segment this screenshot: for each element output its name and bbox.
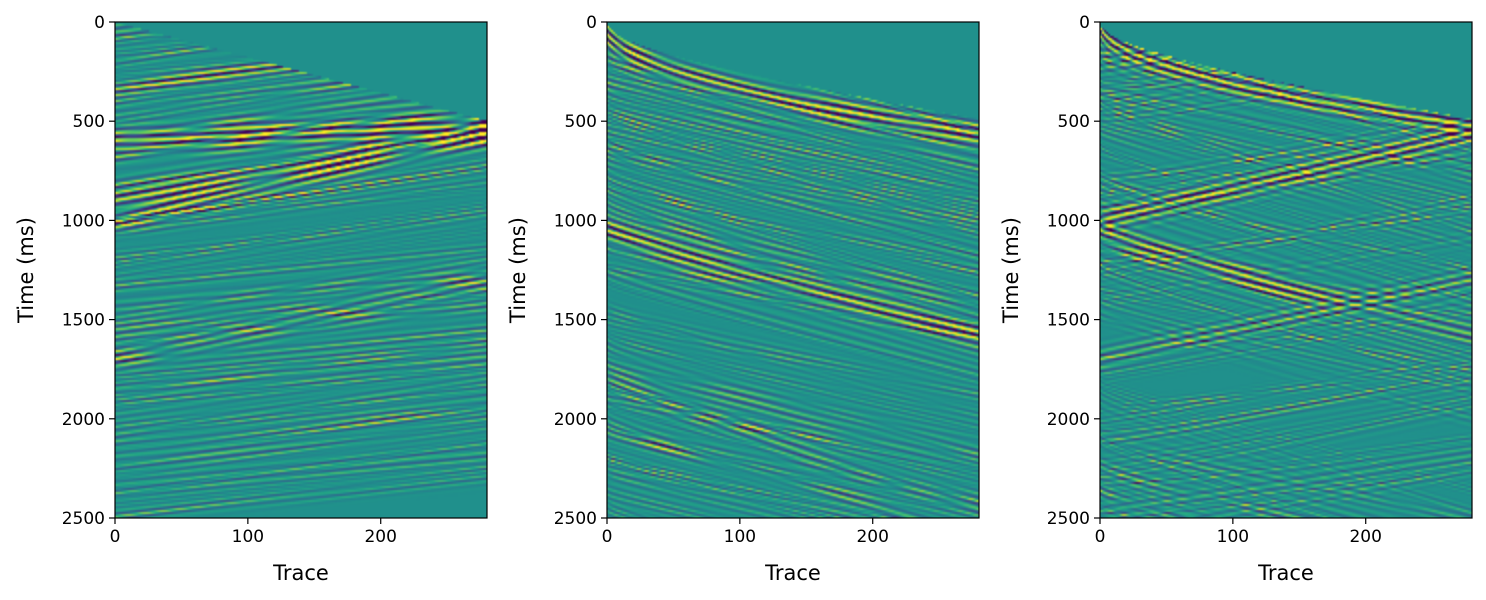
panel-1-image — [115, 22, 487, 518]
panel-1-frame — [114, 21, 488, 519]
y-tick-label: 0 — [94, 13, 105, 33]
y-tick-label: 2500 — [1047, 509, 1090, 529]
panel-3-image — [1100, 22, 1472, 518]
panel-1-heatmap-raster — [115, 22, 487, 518]
y-tick-label: 1000 — [554, 211, 597, 231]
y-tick-label: 500 — [1058, 112, 1090, 132]
panel-1-y-ticks: 0 500 1000 1500 2000 2500 — [62, 13, 115, 529]
x-tick-label: 200 — [1349, 527, 1381, 547]
panel-3-y-ticks: 0 500 1000 1500 2000 2500 — [1047, 13, 1100, 529]
panel-1: 0 100 200 0 500 1000 1500 2000 2500 Trace Time … — [14, 13, 488, 585]
panel-1-x-axis-label: Trace — [272, 561, 329, 585]
x-tick-label: 100 — [1217, 527, 1249, 547]
panel-3-frame — [1099, 21, 1473, 519]
y-tick-label: 0 — [586, 13, 597, 33]
y-tick-label: 2500 — [554, 509, 597, 529]
y-tick-label: 500 — [565, 112, 597, 132]
panel-2-image — [607, 22, 979, 518]
panel-2: 0 100 200 0 500 1000 1500 2000 2500 Trace Time … — [506, 13, 980, 585]
x-tick-label: 100 — [724, 527, 756, 547]
y-tick-label: 0 — [1079, 13, 1090, 33]
panel-3-x-ticks: 0 100 200 — [1095, 518, 1382, 547]
x-tick-label: 0 — [1095, 527, 1106, 547]
panel-2-frame — [606, 21, 980, 519]
x-tick-label: 100 — [232, 527, 264, 547]
panel-1-y-axis-label: Time (ms) — [14, 217, 38, 324]
panel-2-x-ticks: 0 100 200 — [602, 518, 889, 547]
panel-2-y-ticks: 0 500 1000 1500 2000 2500 — [554, 13, 607, 529]
y-tick-label: 1000 — [1047, 211, 1090, 231]
x-tick-label: 200 — [364, 527, 396, 547]
y-tick-label: 2000 — [62, 410, 105, 430]
y-tick-label: 2000 — [1047, 410, 1090, 430]
x-tick-label: 0 — [602, 527, 613, 547]
panel-1-x-ticks: 0 100 200 — [110, 518, 397, 547]
y-tick-label: 1500 — [554, 311, 597, 331]
y-tick-label: 500 — [73, 112, 105, 132]
panel-3-x-axis-label: Trace — [1257, 561, 1314, 585]
panel-3-heatmap-raster — [1100, 22, 1472, 518]
panel-3-y-axis-label: Time (ms) — [999, 217, 1023, 324]
y-tick-label: 1000 — [62, 211, 105, 231]
panel-2-y-axis-label: Time (ms) — [506, 217, 530, 324]
x-tick-label: 0 — [110, 527, 121, 547]
panel-2-x-axis-label: Trace — [764, 561, 821, 585]
panel-3: 0 100 200 0 500 1000 1500 2000 2500 Trace Time … — [999, 13, 1473, 585]
y-tick-label: 2000 — [554, 410, 597, 430]
x-tick-label: 200 — [856, 527, 888, 547]
panel-2-heatmap-raster — [607, 22, 979, 518]
y-tick-label: 2500 — [62, 509, 105, 529]
y-tick-label: 1500 — [1047, 311, 1090, 331]
y-tick-label: 1500 — [62, 311, 105, 331]
